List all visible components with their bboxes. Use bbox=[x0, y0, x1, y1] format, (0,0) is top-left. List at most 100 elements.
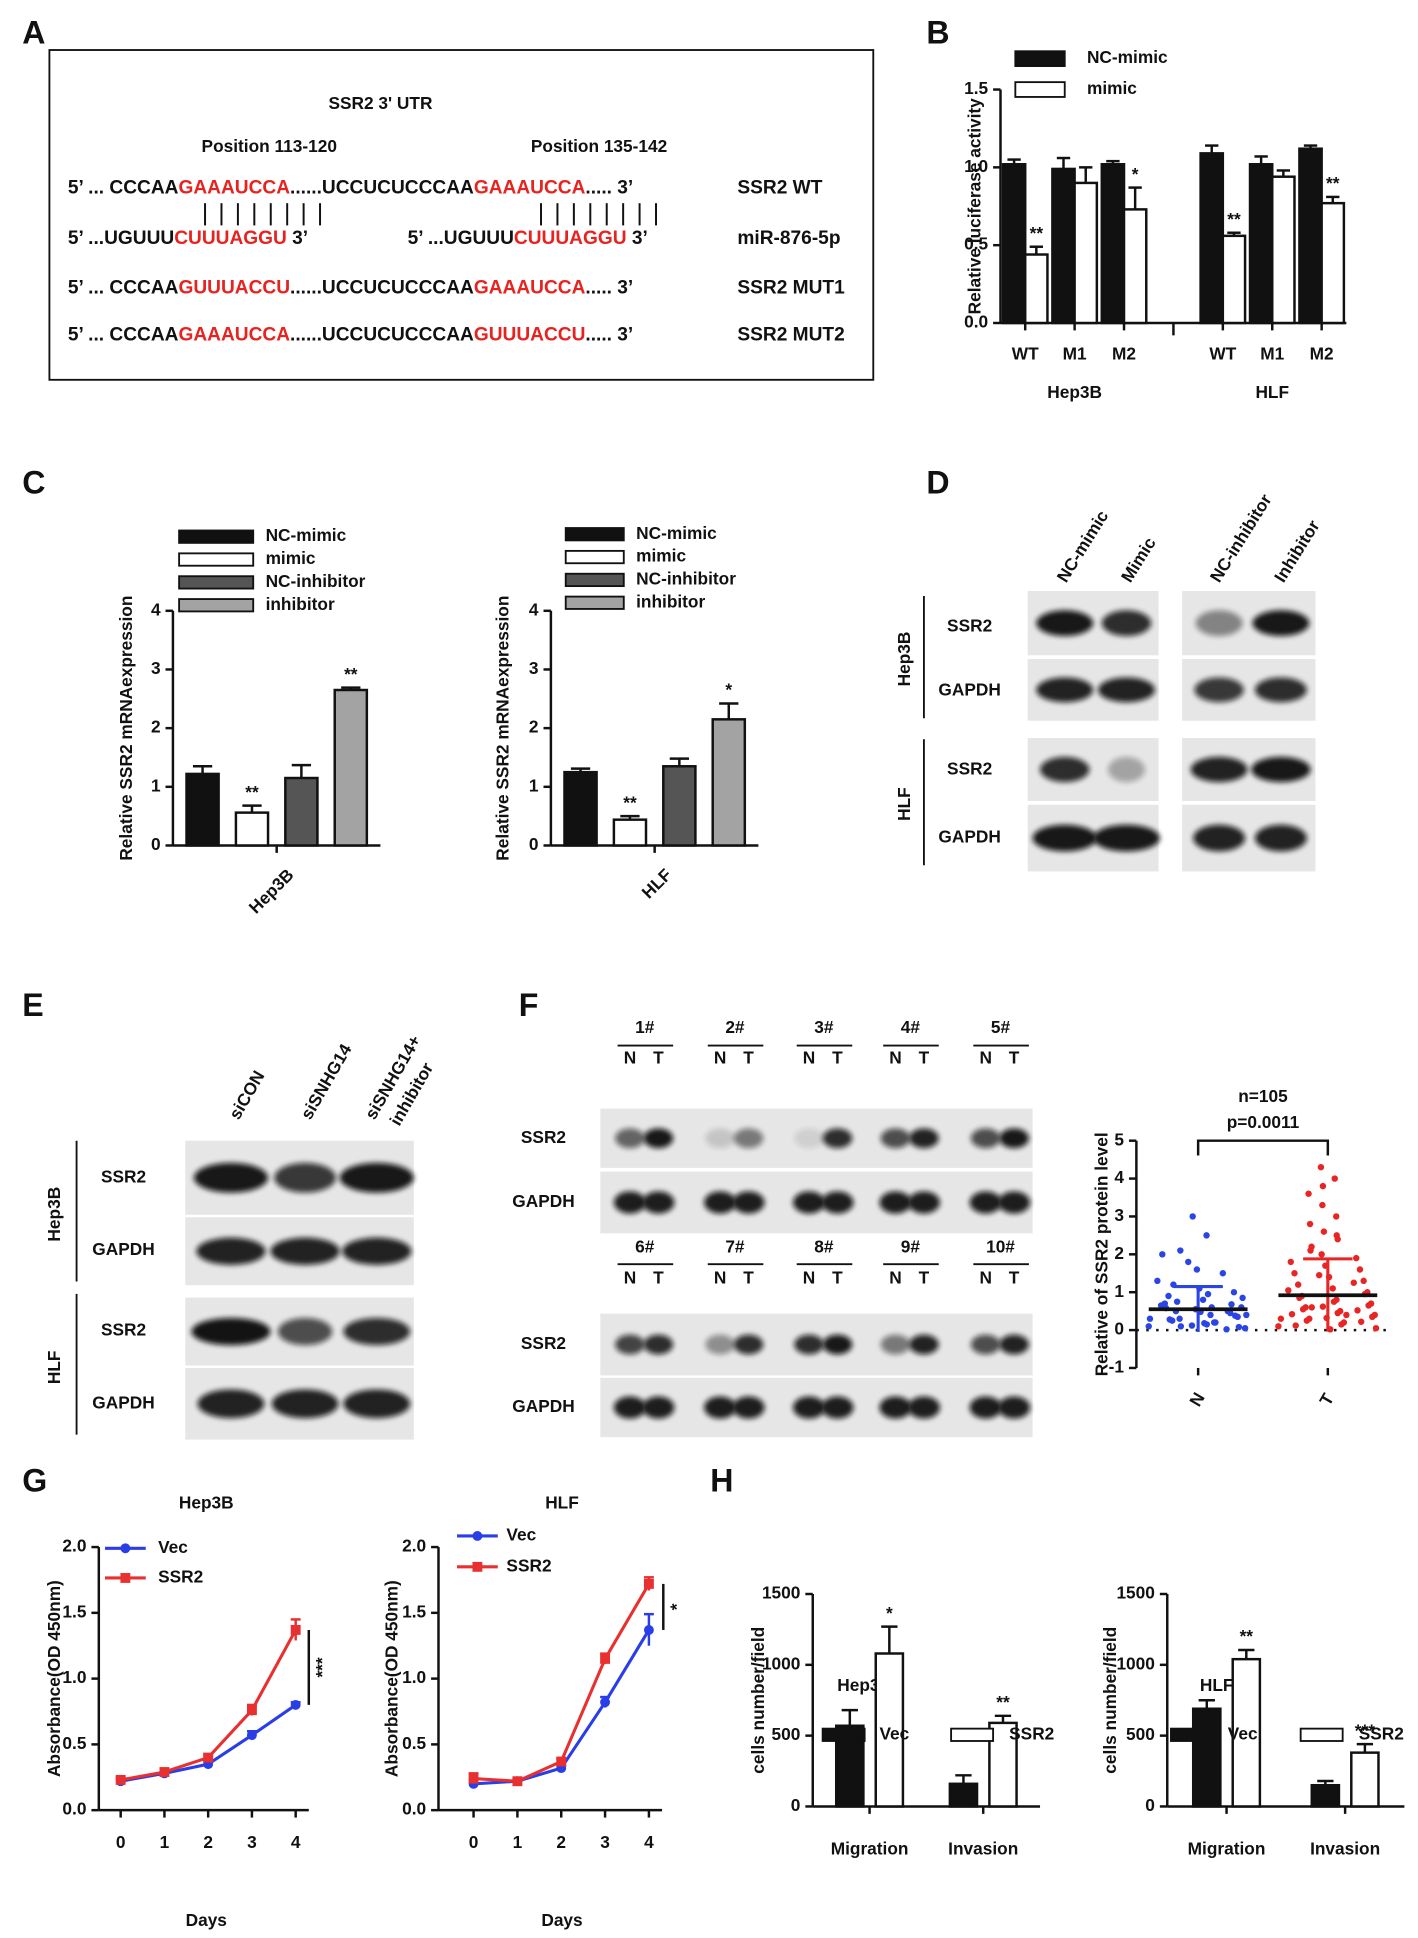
y-tick-label: 2.0 bbox=[62, 1536, 86, 1556]
blot-band bbox=[1195, 610, 1243, 636]
y-tick-label: 1 bbox=[1114, 1281, 1124, 1301]
blot-band bbox=[613, 1191, 647, 1214]
x-tick-label: 2 bbox=[556, 1832, 566, 1852]
y-tick-label: 4 bbox=[529, 599, 539, 619]
y-tick-label: 1500 bbox=[1116, 1583, 1154, 1603]
bar bbox=[662, 765, 697, 847]
y-tick-label: 1.5 bbox=[62, 1601, 86, 1621]
legend-marker bbox=[472, 1561, 483, 1572]
data-point bbox=[1159, 1251, 1166, 1258]
legend-marker bbox=[472, 1531, 483, 1541]
data-point bbox=[1319, 1182, 1327, 1190]
bar bbox=[1298, 147, 1323, 325]
data-point bbox=[1303, 1317, 1311, 1324]
blot-band bbox=[343, 1389, 411, 1419]
sample-label: 7# bbox=[725, 1237, 745, 1257]
sequence-segment: ..... 3’ bbox=[585, 324, 633, 345]
bar bbox=[185, 772, 220, 847]
legend-swatch bbox=[178, 575, 255, 590]
sample-label: 4# bbox=[901, 1017, 921, 1037]
blot-band bbox=[615, 1128, 645, 1149]
y-tick-label: 3 bbox=[151, 658, 161, 678]
blot-band bbox=[277, 1317, 333, 1346]
legend-label: SSR2 bbox=[158, 1567, 203, 1587]
lane-label: N bbox=[889, 1268, 901, 1288]
x-tick-label: Migration bbox=[1188, 1838, 1266, 1858]
lane-label: N bbox=[979, 1048, 991, 1068]
y-tick-label: 500 bbox=[1126, 1724, 1155, 1744]
x-tick-label: T bbox=[1315, 1389, 1338, 1409]
blot-band bbox=[907, 1191, 940, 1214]
blot-band bbox=[197, 1389, 265, 1419]
blot-band bbox=[643, 1128, 674, 1149]
blot-band bbox=[270, 1237, 340, 1265]
protein-label: GAPDH bbox=[938, 680, 1000, 700]
blot-band bbox=[1190, 756, 1248, 783]
data-point bbox=[1365, 1302, 1372, 1309]
blot-band bbox=[193, 1162, 269, 1193]
data-point bbox=[246, 1730, 257, 1741]
panel-label: D bbox=[926, 464, 949, 500]
y-tick-label: 1000 bbox=[1116, 1653, 1154, 1673]
legend-label: SSR2 bbox=[1359, 1723, 1404, 1743]
data-line bbox=[473, 1583, 651, 1783]
blot-band bbox=[1040, 756, 1090, 783]
bar bbox=[1051, 167, 1076, 325]
significance-label: * bbox=[725, 680, 732, 700]
data-point bbox=[556, 1756, 567, 1767]
y-tick-label: 0.5 bbox=[62, 1733, 86, 1753]
sequence-title: SSR2 3' UTR bbox=[328, 93, 433, 113]
bar bbox=[711, 718, 747, 847]
y-axis-label: cells number/field bbox=[1100, 1627, 1120, 1774]
data-point bbox=[1360, 1277, 1367, 1285]
x-tick-label: Migration bbox=[831, 1838, 909, 1858]
lane-label: Inhibitor bbox=[1270, 516, 1324, 585]
sequence-segment: 3’ bbox=[627, 228, 648, 249]
blot-band bbox=[1252, 610, 1310, 636]
panel-label: A bbox=[22, 15, 45, 51]
protein-label: SSR2 bbox=[947, 759, 992, 779]
significance-label: * bbox=[1132, 164, 1139, 184]
lane-label: N bbox=[979, 1268, 991, 1288]
panel-label: B bbox=[926, 15, 949, 51]
blot-band bbox=[1107, 756, 1146, 783]
sample-label: 6# bbox=[635, 1237, 655, 1257]
blot-band bbox=[792, 1191, 826, 1214]
legend-label: Vec bbox=[1228, 1723, 1258, 1743]
blot-band bbox=[1101, 610, 1152, 636]
y-tick-label: 2 bbox=[1114, 1243, 1124, 1263]
legend-swatch bbox=[564, 595, 625, 610]
legend-label: Vec bbox=[879, 1723, 909, 1743]
data-point bbox=[1275, 1323, 1282, 1330]
x-tick-label: Hep3B bbox=[245, 865, 298, 918]
blot-band bbox=[999, 1128, 1029, 1149]
data-point bbox=[290, 1699, 301, 1710]
blot-band bbox=[704, 1396, 737, 1419]
data-point bbox=[1231, 1312, 1239, 1319]
panel-label: C bbox=[22, 464, 45, 500]
blot-band bbox=[732, 1396, 765, 1419]
data-point bbox=[1207, 1311, 1214, 1319]
y-tick-label: 2 bbox=[151, 717, 161, 737]
blot-band bbox=[909, 1128, 939, 1149]
blot-band bbox=[1098, 677, 1155, 703]
protein-label: SSR2 bbox=[101, 1166, 146, 1186]
blot-band bbox=[794, 1128, 824, 1149]
y-tick-label: 500 bbox=[772, 1724, 801, 1744]
y-axis-label: Relative luciferase activity bbox=[964, 98, 984, 315]
protein-label: SSR2 bbox=[947, 615, 992, 635]
lane-label: T bbox=[832, 1268, 843, 1288]
data-point bbox=[1223, 1326, 1230, 1333]
blot-band bbox=[998, 1191, 1031, 1214]
x-axis-label: Days bbox=[541, 1910, 582, 1930]
y-tick-label: -1 bbox=[1109, 1357, 1125, 1377]
y-tick-label: 1.0 bbox=[62, 1667, 86, 1687]
comparison-bracket bbox=[1196, 1139, 1330, 1156]
sequence-segment: ......UCCUCUCCCAA bbox=[290, 324, 474, 345]
sequence-segment: CUUUAGGU bbox=[174, 228, 287, 249]
data-point bbox=[159, 1767, 170, 1777]
data-point bbox=[1319, 1303, 1327, 1310]
data-point bbox=[1204, 1290, 1212, 1298]
lane-label: N bbox=[714, 1048, 726, 1068]
blot-band bbox=[969, 1396, 1002, 1419]
